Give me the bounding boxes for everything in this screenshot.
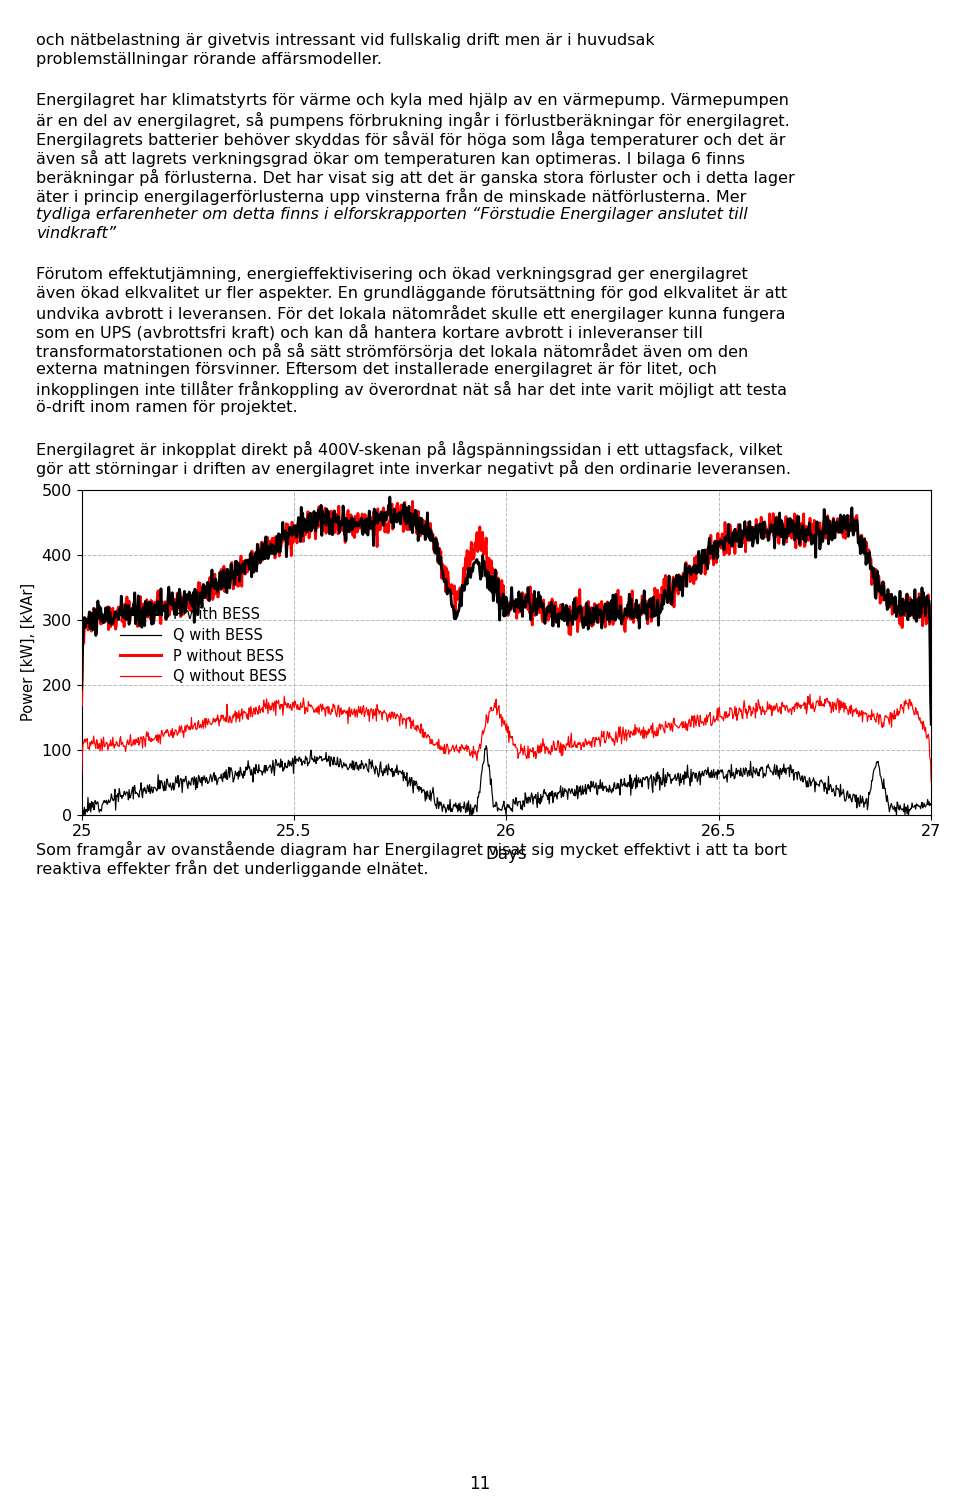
Y-axis label: Power [kW], [kVAr]: Power [kW], [kVAr] (21, 583, 36, 721)
Text: beräkningar på förlusterna. Det har visat sig att det är ganska stora förluster : beräkningar på förlusterna. Det har visa… (36, 169, 795, 186)
Text: äter i princip energilagerförlusterna upp vinsterna från de minskade nätförluste: äter i princip energilagerförlusterna up… (36, 187, 747, 205)
Text: och nätbelastning är givetvis intressant vid fullskalig drift men är i huvudsak: och nätbelastning är givetvis intressant… (36, 33, 656, 48)
Text: som en UPS (avbrottsfri kraft) och kan då hantera kortare avbrott i inleveranser: som en UPS (avbrottsfri kraft) och kan d… (36, 323, 704, 340)
Text: Energilagret är inkopplat direkt på 400V-skenan på lågspänningssidan i ett uttag: Energilagret är inkopplat direkt på 400V… (36, 441, 782, 458)
Text: Energilagrets batterier behöver skyddas för såväl för höga som låga temperaturer: Energilagrets batterier behöver skyddas … (36, 131, 786, 148)
Text: 11: 11 (469, 1475, 491, 1493)
Text: ö-drift inom ramen för projektet.: ö-drift inom ramen för projektet. (36, 400, 299, 416)
Legend: P with BESS, Q with BESS, P without BESS, Q without BESS: P with BESS, Q with BESS, P without BESS… (114, 601, 293, 691)
Text: inkopplingen inte tillåter frånkoppling av överordnat nät så har det inte varit : inkopplingen inte tillåter frånkoppling … (36, 381, 787, 397)
Text: problemställningar rörande affärsmodeller.: problemställningar rörande affärsmodelle… (36, 53, 382, 66)
Text: även så att lagrets verkningsgrad ökar om temperaturen kan optimeras. I bilaga 6: även så att lagrets verkningsgrad ökar o… (36, 150, 746, 168)
Text: reaktiva effekter från det underliggande elnätet.: reaktiva effekter från det underliggande… (36, 860, 429, 876)
X-axis label: Days: Days (486, 845, 527, 863)
Text: är en del av energilagret, så pumpens förbrukning ingår i förlustberäkningar för: är en del av energilagret, så pumpens fö… (36, 112, 790, 128)
Text: transformatorstationen och på så sätt strömförsörja det lokala nätområdet även o: transformatorstationen och på så sätt st… (36, 343, 749, 360)
Text: undvika avbrott i leveransen. För det lokala nätområdet skulle ett energilager k: undvika avbrott i leveransen. För det lo… (36, 305, 786, 322)
Text: Förutom effektutjämning, energieffektivisering och ökad verkningsgrad ger energi: Förutom effektutjämning, energieffektivi… (36, 267, 748, 283)
Text: vindkraft”: vindkraft” (36, 227, 116, 242)
Text: tydliga erfarenheter om detta finns i elforskrapporten “Förstudie Energilager an: tydliga erfarenheter om detta finns i el… (36, 207, 748, 222)
Text: Energilagret har klimatstyrts för värme och kyla med hjälp av en värmepump. Värm: Energilagret har klimatstyrts för värme … (36, 94, 789, 109)
Text: även ökad elkvalitet ur fler aspekter. En grundläggande förutsättning för god el: även ökad elkvalitet ur fler aspekter. E… (36, 286, 787, 301)
Text: gör att störningar i driften av energilagret inte inverkar negativt på den ordin: gör att störningar i driften av energila… (36, 459, 791, 477)
Text: externa matningen försvinner. Eftersom det installerade energilagret är för lite: externa matningen försvinner. Eftersom d… (36, 361, 717, 376)
Text: Som framgår av ovanstående diagram har Energilagret visat sig mycket effektivt i: Som framgår av ovanstående diagram har E… (36, 842, 787, 858)
